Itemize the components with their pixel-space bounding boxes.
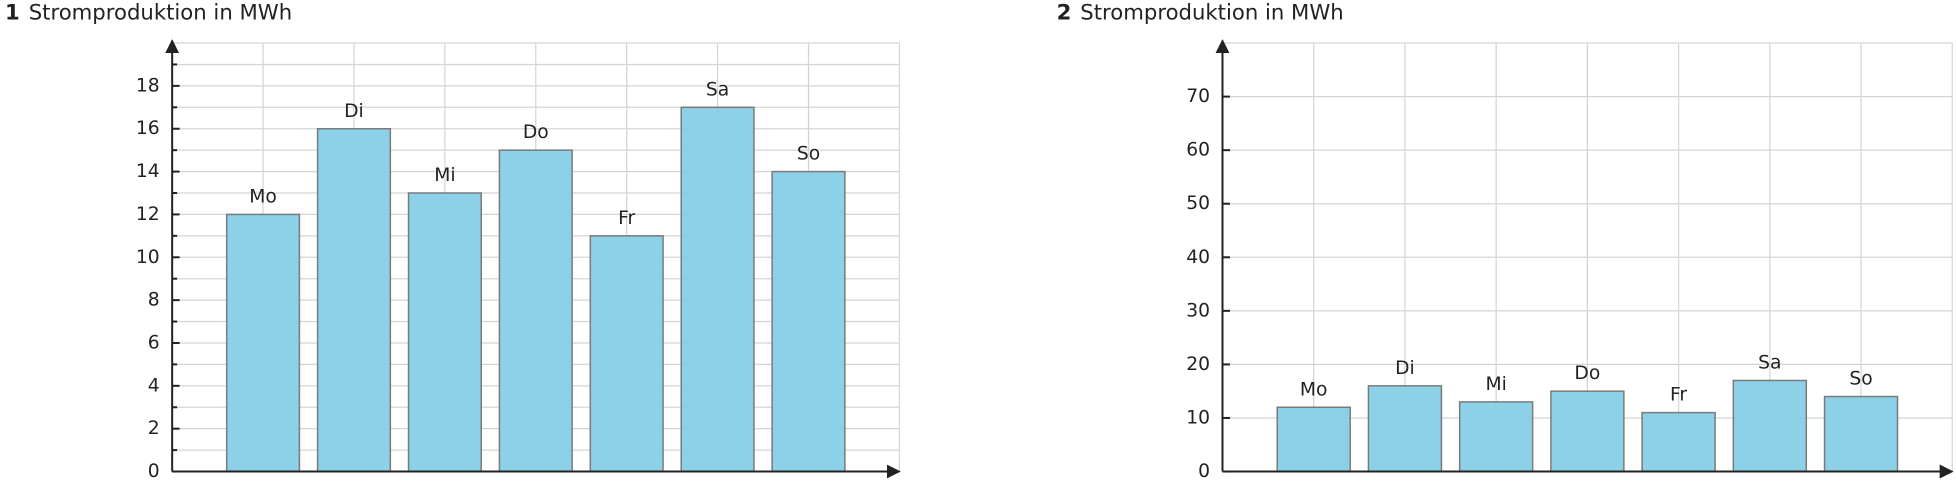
bar — [1641, 411, 1716, 473]
category-label: Fr — [618, 208, 635, 229]
y-tick-label: 0 — [1198, 461, 1210, 482]
bar — [1823, 395, 1899, 473]
bar — [1276, 406, 1351, 473]
y-tick-label: 4 — [148, 375, 160, 396]
bar — [1550, 390, 1625, 473]
y-tick-label: 30 — [1186, 300, 1210, 321]
category-label: Do — [1574, 363, 1600, 384]
category-label: So — [1849, 369, 1872, 390]
category-label: So — [797, 144, 820, 165]
category-label: Mo — [1300, 379, 1328, 400]
bar — [316, 127, 392, 473]
category-label: Mi — [434, 165, 455, 186]
y-tick-label: 18 — [136, 75, 160, 96]
category-label: Mi — [1485, 374, 1506, 395]
y-tick-label: 14 — [136, 161, 160, 182]
y-tick-label: 50 — [1186, 193, 1210, 214]
category-label: Do — [523, 122, 549, 143]
bar — [498, 149, 573, 473]
chart-title: Stromproduktion in MWh — [29, 0, 292, 25]
y-tick-label: 12 — [136, 204, 160, 225]
y-tick-label: 60 — [1186, 140, 1210, 161]
bar — [1458, 401, 1534, 473]
category-label: Di — [344, 101, 364, 122]
chart-number: 2 — [1057, 0, 1072, 25]
bar — [771, 170, 846, 473]
y-tick-label: 40 — [1186, 247, 1210, 268]
y-tick-label: 8 — [148, 290, 160, 311]
y-tick-label: 10 — [1186, 407, 1210, 428]
y-tick-label: 70 — [1186, 86, 1210, 107]
y-tick-label: 10 — [136, 247, 160, 268]
bar — [1367, 385, 1443, 473]
category-label: Sa — [1758, 353, 1781, 374]
bar — [407, 192, 482, 473]
y-tick-label: 2 — [148, 418, 160, 439]
chart-number: 1 — [5, 0, 20, 25]
bar — [680, 106, 755, 473]
y-tick-label: 20 — [1186, 354, 1210, 375]
category-label: Di — [1395, 358, 1415, 379]
bar — [225, 213, 301, 473]
y-tick-label: 6 — [148, 332, 160, 353]
category-label: Fr — [1670, 385, 1687, 406]
bar — [589, 235, 664, 473]
y-tick-label: 16 — [136, 118, 160, 139]
chart-title: Stromproduktion in MWh — [1080, 0, 1343, 25]
bar — [1732, 379, 1808, 473]
y-tick-label: 0 — [148, 461, 160, 482]
category-label: Sa — [706, 79, 729, 100]
category-label: Mo — [249, 186, 277, 207]
